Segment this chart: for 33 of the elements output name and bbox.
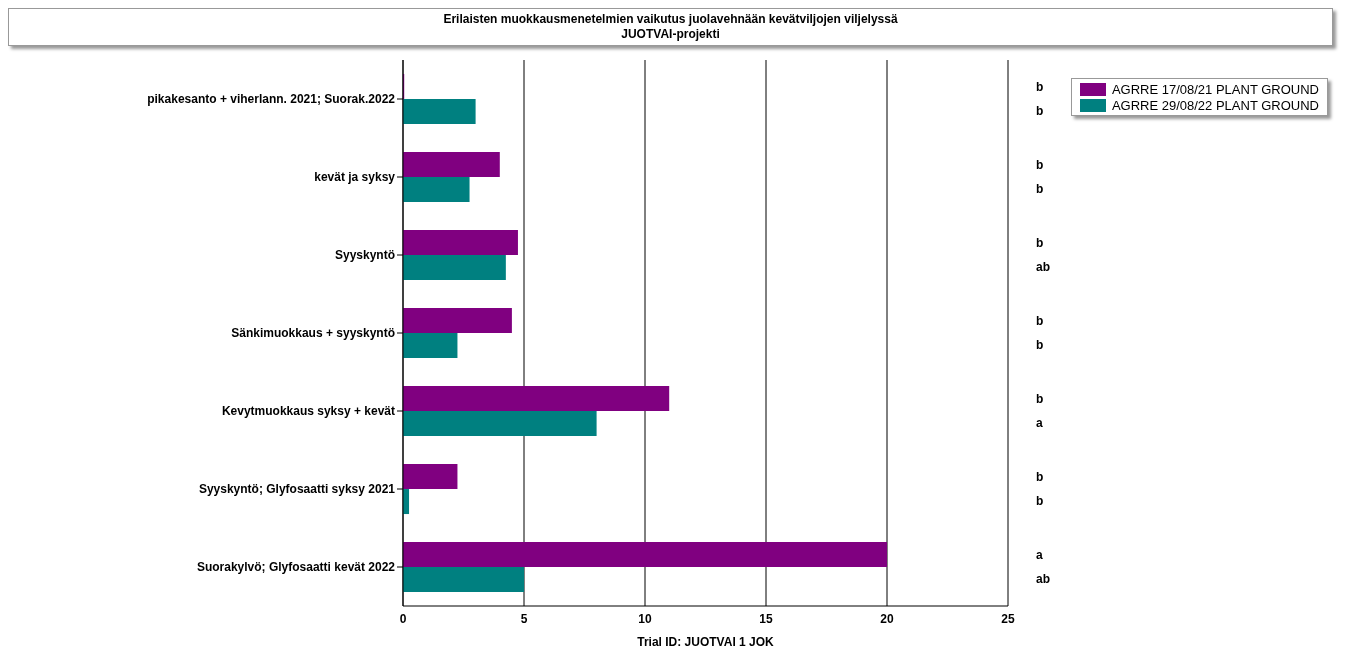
text: a <box>1036 547 1043 562</box>
y-tick-label: kevät ja syksy <box>314 170 396 185</box>
y-tick-label: Syyskyntö <box>334 248 395 263</box>
text: b <box>1036 235 1044 250</box>
chart-title: Erilaisten muokkausmenetelmien vaikutus juolavehnään kevätviljojen viljelyssä <box>442 12 899 27</box>
text: ab <box>1036 572 1051 587</box>
x-tick-label: 15 <box>759 611 773 626</box>
legend-label: AGRRE 17/08/21 PLANT GROUND <box>1111 81 1319 97</box>
y-tick-label: Syyskyntö; Glyfosaatti syksy 2021 <box>198 482 396 497</box>
text: a <box>1036 416 1043 431</box>
text: b <box>1036 157 1044 172</box>
title-box: Erilaisten muokkausmenetelmien vaikutus juolavehnään kevätviljojen viljelyssä JUOTVAI-projekti <box>8 8 1333 46</box>
x-tick-label: 25 <box>1001 611 1015 626</box>
x-axis-title: Trial ID: JUOTVAI 1 JOK <box>637 635 775 649</box>
text: b <box>1036 469 1044 484</box>
text: ab <box>1036 260 1051 275</box>
x-tick-label: 20 <box>880 611 894 626</box>
text: b <box>1036 182 1044 197</box>
text: b <box>1036 79 1044 94</box>
y-tick-label: Kevytmuokkaus syksy + kevät <box>221 404 395 419</box>
text: b <box>1036 338 1044 353</box>
legend-label: AGRRE 29/08/22 PLANT GROUND <box>1111 97 1319 113</box>
y-tick-label: pikakesanto + viherlann. 2021; Suorak.2022 <box>147 92 396 107</box>
text: b <box>1036 313 1044 328</box>
x-tick-label: 5 <box>520 611 528 626</box>
chart-subtitle: JUOTVAI-projekti <box>620 27 721 42</box>
text: b <box>1036 494 1044 509</box>
text: b <box>1036 104 1044 119</box>
y-tick-label: Suorakylvö; Glyfosaatti kevät 2022 <box>196 560 396 575</box>
text: b <box>1036 391 1044 406</box>
y-tick-label: Sänkimuokkaus + syyskyntö <box>231 326 395 341</box>
x-tick-label: 0 <box>399 611 407 626</box>
x-tick-label: 10 <box>638 611 652 626</box>
